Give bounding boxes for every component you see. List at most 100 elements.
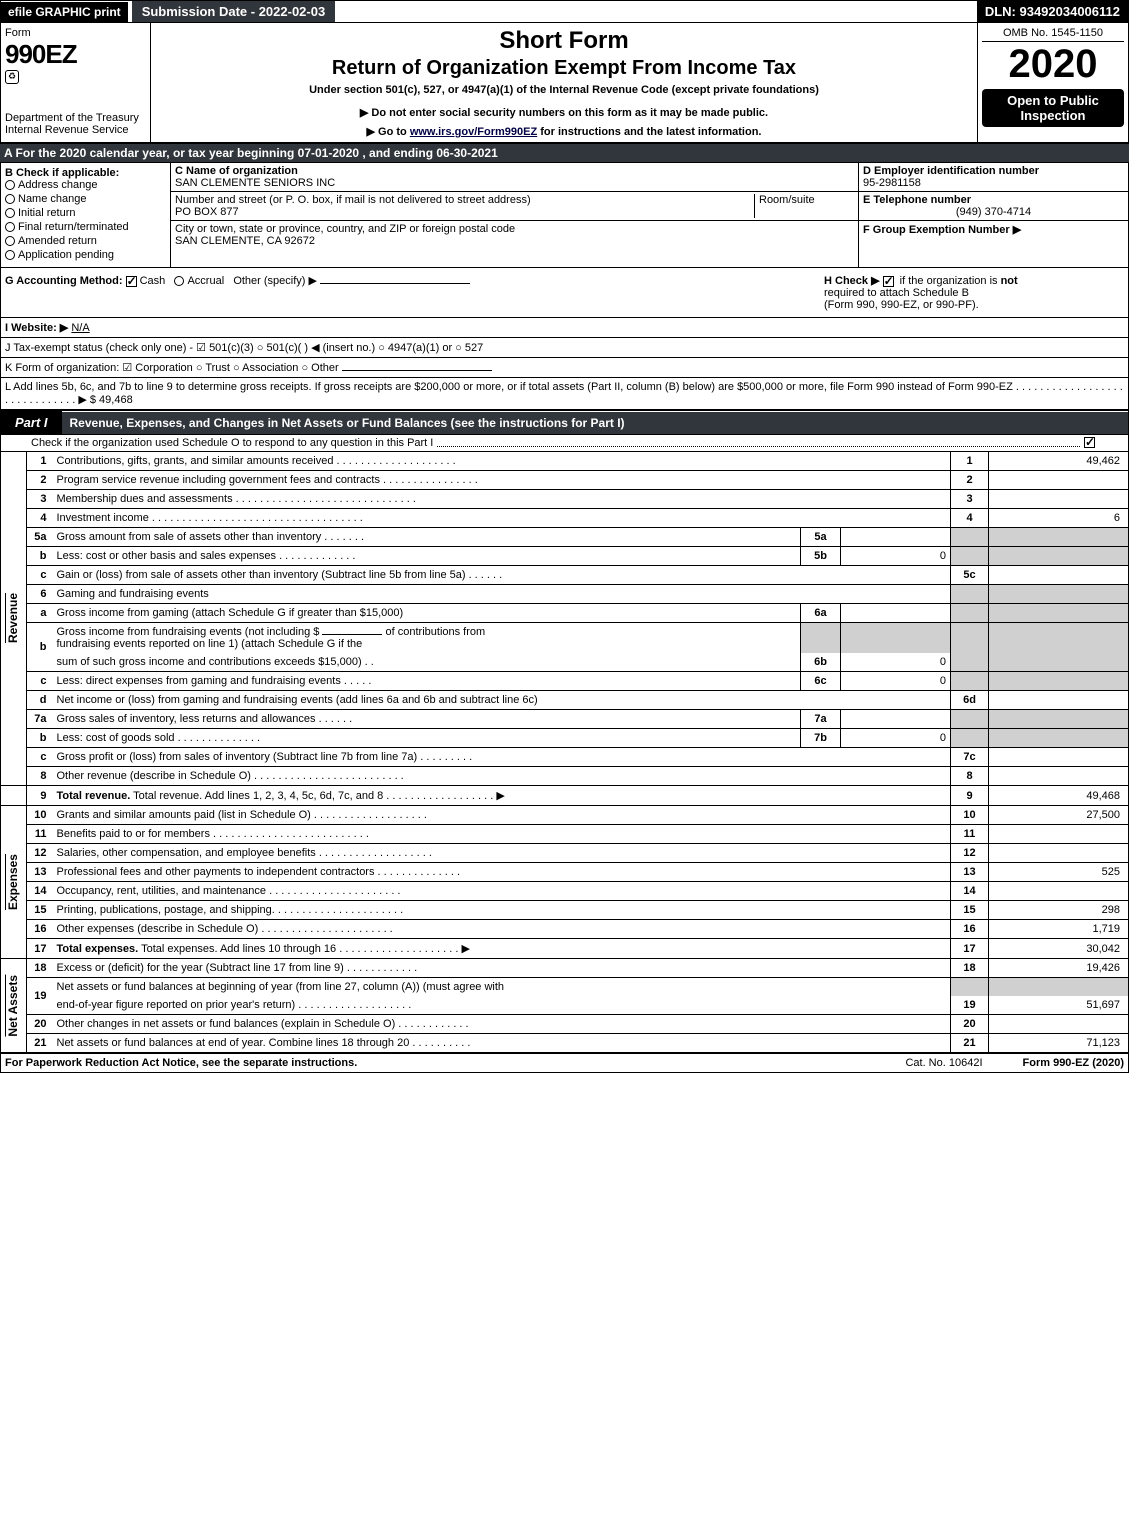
- line-2-desc: Program service revenue including govern…: [53, 471, 951, 490]
- box-c-label: C Name of organization: [175, 165, 298, 177]
- chk-final-return[interactable]: Final return/terminated: [5, 221, 166, 233]
- header-right: OMB No. 1545-1150 2020 Open to Public In…: [978, 23, 1128, 142]
- org-name: SAN CLEMENTE SENIORS INC: [175, 177, 335, 189]
- netassets-side-label: Net Assets: [5, 975, 20, 1037]
- line-1-amount: 49,462: [989, 452, 1129, 471]
- efile-print-button[interactable]: efile GRAPHIC print: [1, 2, 128, 22]
- line-10-amount: 27,500: [989, 806, 1129, 825]
- chk-schedule-b[interactable]: [883, 276, 894, 287]
- line-19-desc2: end-of-year figure reported on prior yea…: [53, 996, 951, 1015]
- line-6b-desc2: sum of such gross income and contributio…: [53, 653, 801, 672]
- room-label: Room/suite: [759, 194, 815, 206]
- box-b-checks: B Check if applicable: Address change Na…: [1, 163, 171, 267]
- line-21-desc: Net assets or fund balances at end of ye…: [53, 1034, 951, 1053]
- part-i-tag: Part I: [1, 411, 62, 434]
- street-value: PO BOX 877: [175, 206, 239, 218]
- line-4-amount: 6: [989, 509, 1129, 528]
- line-13-desc: Professional fees and other payments to …: [53, 863, 951, 882]
- irs-link[interactable]: www.irs.gov/Form990EZ: [410, 126, 537, 138]
- part-i-table: Revenue 1Contributions, gifts, grants, a…: [0, 452, 1129, 1053]
- line-17-amount: 30,042: [989, 939, 1129, 959]
- line-18-desc: Excess or (deficit) for the year (Subtra…: [53, 959, 951, 978]
- header-center: Short Form Return of Organization Exempt…: [151, 23, 978, 142]
- line-6b-desc1: Gross income from fundraising events (no…: [53, 623, 801, 654]
- short-form-title: Short Form: [159, 27, 969, 55]
- line-20-amount: [989, 1015, 1129, 1034]
- line-12-amount: [989, 844, 1129, 863]
- line-5a-desc: Gross amount from sale of assets other t…: [53, 528, 801, 547]
- line-15-amount: 298: [989, 901, 1129, 920]
- phone-value: (949) 370-4714: [863, 206, 1124, 218]
- street-label: Number and street (or P. O. box, if mail…: [175, 194, 531, 206]
- box-g: G Accounting Method: Cash Accrual Other …: [5, 274, 824, 311]
- line-3-amount: [989, 490, 1129, 509]
- line-5b-subval: 0: [841, 547, 951, 566]
- box-e-label: E Telephone number: [863, 194, 971, 206]
- line-21-amount: 71,123: [989, 1034, 1129, 1053]
- line-19-desc1: Net assets or fund balances at beginning…: [53, 978, 951, 997]
- other-specify-input[interactable]: [320, 283, 470, 284]
- line-7c-amount: [989, 748, 1129, 767]
- line-13-amount: 525: [989, 863, 1129, 882]
- line-11-amount: [989, 825, 1129, 844]
- city-value: SAN CLEMENTE, CA 92672: [175, 235, 315, 247]
- city-label: City or town, state or province, country…: [175, 223, 515, 235]
- box-c: C Name of organization SAN CLEMENTE SENI…: [171, 163, 858, 267]
- top-bar: efile GRAPHIC print Submission Date - 20…: [0, 0, 1129, 23]
- calendar-year-line: A For the 2020 calendar year, or tax yea…: [0, 143, 1129, 162]
- line-6d-desc: Net income or (loss) from gaming and fun…: [53, 691, 951, 710]
- line-5a-subval: [841, 528, 951, 547]
- chk-name-change[interactable]: Name change: [5, 193, 166, 205]
- expenses-side-label: Expenses: [5, 854, 20, 910]
- box-f-label: F Group Exemption Number ▶: [863, 224, 1021, 236]
- box-g-label: G Accounting Method:: [5, 275, 123, 287]
- page-footer: For Paperwork Reduction Act Notice, see …: [0, 1053, 1129, 1073]
- line-7b-subval: 0: [841, 729, 951, 748]
- line-8-desc: Other revenue (describe in Schedule O) .…: [53, 767, 951, 786]
- line-6c-subval: 0: [841, 672, 951, 691]
- form-header: Form 990EZ ♻ Department of the Treasury …: [0, 23, 1129, 143]
- other-org-input[interactable]: [342, 370, 492, 371]
- chk-initial-return[interactable]: Initial return: [5, 207, 166, 219]
- revenue-side-label: Revenue: [5, 593, 20, 643]
- line-4-desc: Investment income . . . . . . . . . . . …: [53, 509, 951, 528]
- line-5c-desc: Gain or (loss) from sale of assets other…: [53, 566, 951, 585]
- open-to-public: Open to Public Inspection: [982, 89, 1124, 127]
- line-2-amount: [989, 471, 1129, 490]
- line-1-desc: Contributions, gifts, grants, and simila…: [53, 452, 951, 471]
- ssn-warning: ▶ Do not enter social security numbers o…: [159, 106, 969, 119]
- main-title: Return of Organization Exempt From Incom…: [159, 57, 969, 80]
- chk-schedule-o[interactable]: [1084, 437, 1095, 448]
- goto-line: ▶ Go to www.irs.gov/Form990EZ for instru…: [159, 125, 969, 138]
- chk-application-pending[interactable]: Application pending: [5, 249, 166, 261]
- dept-label: Department of the Treasury: [5, 112, 146, 124]
- line-12-desc: Salaries, other compensation, and employ…: [53, 844, 951, 863]
- footer-catno: Cat. No. 10642I: [905, 1057, 982, 1069]
- chk-cash[interactable]: [126, 276, 137, 287]
- box-l-gross-receipts: L Add lines 5b, 6c, and 7b to line 9 to …: [0, 378, 1129, 410]
- line-5c-amount: [989, 566, 1129, 585]
- line-9-desc: Total revenue. Total revenue. Add lines …: [53, 786, 951, 806]
- footer-form-ref: Form 990-EZ (2020): [1023, 1057, 1124, 1069]
- subtitle: Under section 501(c), 527, or 4947(a)(1)…: [159, 84, 969, 96]
- chk-accrual[interactable]: [174, 276, 184, 286]
- goto-pre: ▶ Go to: [367, 126, 410, 138]
- website-value: N/A: [71, 322, 89, 334]
- line-7a-subval: [841, 710, 951, 729]
- chk-address-change[interactable]: Address change: [5, 179, 166, 191]
- line-6d-amount: [989, 691, 1129, 710]
- entity-info-block: B Check if applicable: Address change Na…: [0, 162, 1129, 268]
- line-5b-desc: Less: cost or other basis and sales expe…: [53, 547, 801, 566]
- line-19-amount: 51,697: [989, 996, 1129, 1015]
- box-d-e-f: D Employer identification number 95-2981…: [858, 163, 1128, 267]
- ein-value: 95-2981158: [863, 177, 921, 189]
- chk-amended-return[interactable]: Amended return: [5, 235, 166, 247]
- part-i-title: Revenue, Expenses, and Changes in Net As…: [62, 412, 1128, 434]
- line-6a-subval: [841, 604, 951, 623]
- submission-date-banner: Submission Date - 2022-02-03: [132, 1, 336, 22]
- gross-receipts-amount: 49,468: [99, 394, 133, 406]
- g-h-block: G Accounting Method: Cash Accrual Other …: [0, 268, 1129, 318]
- line-16-amount: 1,719: [989, 920, 1129, 939]
- omb-number: OMB No. 1545-1150: [982, 27, 1124, 42]
- line-7b-desc: Less: cost of goods sold . . . . . . . .…: [53, 729, 801, 748]
